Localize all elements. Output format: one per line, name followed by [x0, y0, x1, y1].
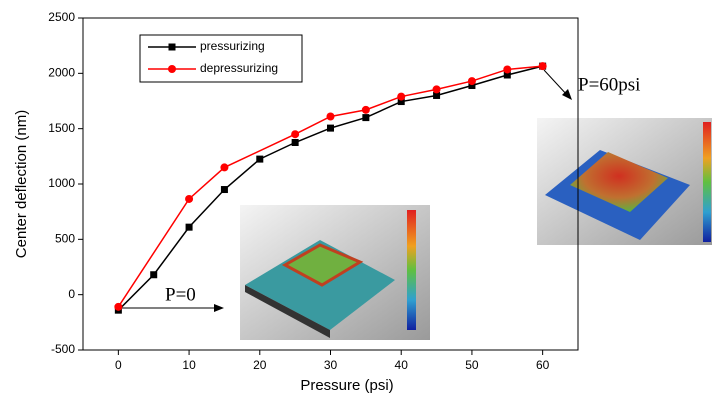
data-point	[503, 65, 511, 73]
data-point	[433, 85, 441, 93]
x-tick-label: 60	[536, 358, 550, 372]
x-tick-label: 30	[324, 358, 338, 372]
y-axis-label: Center deflection (nm)	[13, 110, 30, 258]
arrow-head	[214, 304, 224, 312]
y-tick-label: 1000	[48, 176, 75, 190]
annotation: P=60psi	[578, 74, 640, 95]
x-tick-label: 0	[115, 358, 122, 372]
y-tick-label: -500	[51, 342, 75, 356]
data-point	[397, 93, 405, 101]
y-tick-label: 500	[55, 232, 75, 246]
data-point	[114, 303, 122, 311]
legend-label: depressurizing	[200, 61, 278, 75]
legend-marker	[169, 44, 176, 51]
data-point	[362, 106, 370, 114]
data-point	[292, 139, 299, 146]
arrow	[544, 70, 568, 96]
legend-marker	[168, 65, 176, 73]
inset-image	[240, 205, 430, 340]
legend-label: pressurizing	[200, 39, 265, 53]
x-axis-label: Pressure (psi)	[300, 377, 393, 394]
data-point	[221, 186, 228, 193]
inset-image	[537, 118, 712, 245]
data-point	[327, 112, 335, 120]
data-point	[220, 163, 228, 171]
x-tick-label: 10	[182, 358, 196, 372]
x-tick-label: 50	[465, 358, 479, 372]
data-point	[186, 224, 193, 231]
data-point	[291, 130, 299, 138]
data-point	[468, 77, 476, 85]
x-tick-label: 40	[395, 358, 409, 372]
x-tick-label: 20	[253, 358, 267, 372]
data-point	[185, 195, 193, 203]
data-point	[539, 62, 547, 70]
chart: Pressure (psi) Center deflection (nm) -5…	[0, 0, 713, 401]
data-point	[256, 156, 263, 163]
data-point	[327, 125, 334, 132]
y-tick-label: 2500	[48, 10, 75, 24]
data-point	[362, 114, 369, 121]
y-tick-label: 0	[68, 287, 75, 301]
data-point	[150, 271, 157, 278]
y-tick-label: 2000	[48, 66, 75, 80]
annotation: P=0	[165, 284, 196, 305]
y-tick-label: 1500	[48, 121, 75, 135]
